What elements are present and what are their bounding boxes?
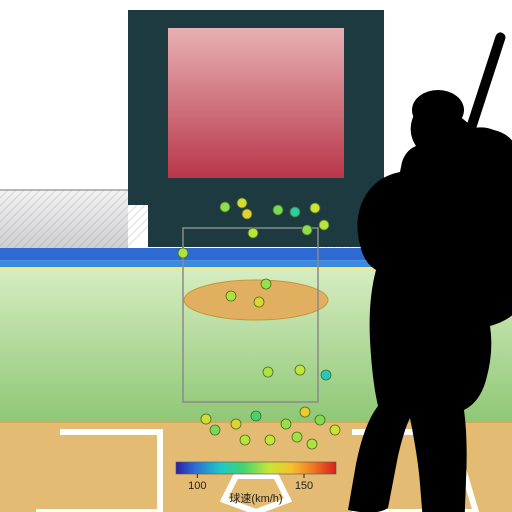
- pitch-marker: [300, 407, 310, 417]
- pitch-marker: [310, 203, 320, 213]
- pitch-marker: [292, 432, 302, 442]
- colorbar-label: 球速(km/h): [229, 491, 282, 505]
- pitch-marker: [319, 220, 329, 230]
- pitch-marker: [273, 205, 283, 215]
- pitch-marker: [248, 228, 258, 238]
- pitch-marker: [330, 425, 340, 435]
- pitch-marker: [231, 419, 241, 429]
- pitch-marker: [265, 435, 275, 445]
- pitch-marker: [220, 202, 230, 212]
- pitch-marker: [251, 411, 261, 421]
- pitch-marker: [237, 198, 247, 208]
- pitch-marker: [178, 248, 188, 258]
- pitch-marker: [290, 207, 300, 217]
- pitch-marker: [201, 414, 211, 424]
- pitch-marker: [240, 435, 250, 445]
- scoreboard: [128, 10, 384, 247]
- pitch-marker: [263, 367, 273, 377]
- pitch-marker: [302, 225, 312, 235]
- pitch-marker: [210, 425, 220, 435]
- pitch-marker: [321, 370, 331, 380]
- pitch-location-chart: 100 150 球速(km/h): [0, 0, 512, 512]
- colorbar-tick-label: 150: [295, 480, 313, 492]
- pitch-marker: [295, 365, 305, 375]
- pitch-marker: [226, 291, 236, 301]
- pitch-marker: [281, 419, 291, 429]
- pitch-marker: [242, 209, 252, 219]
- colorbar-tick-label: 100: [188, 480, 206, 492]
- pitch-marker: [307, 439, 317, 449]
- pitch-marker: [254, 297, 264, 307]
- pitch-marker: [261, 279, 271, 289]
- pitch-marker: [315, 415, 325, 425]
